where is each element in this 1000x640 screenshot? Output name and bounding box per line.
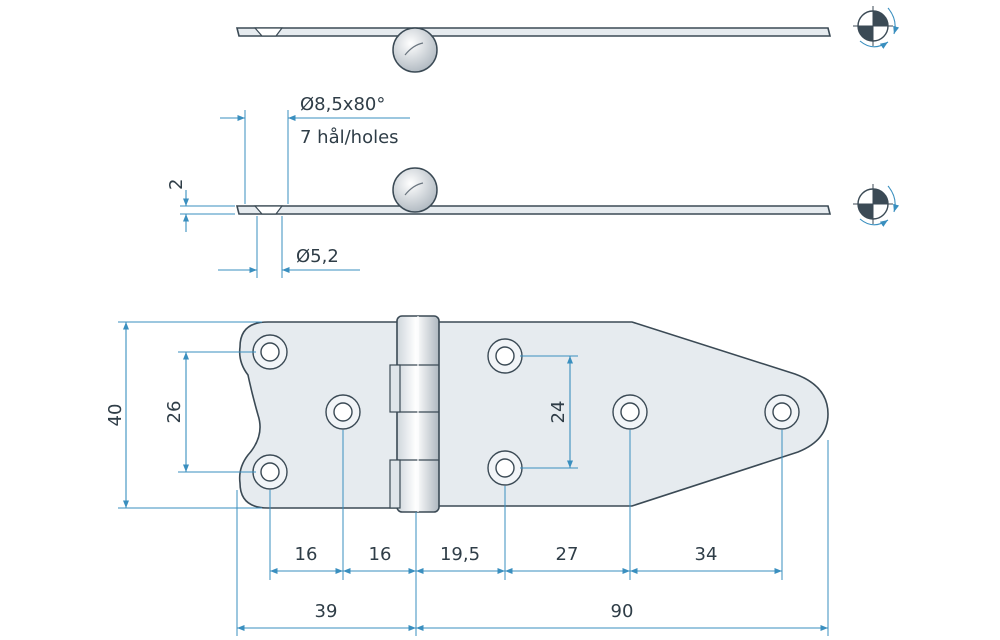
- projection-symbol-top: [853, 6, 900, 49]
- side-view-top-knuckle-detail: [404, 42, 424, 56]
- plan-view: [238, 315, 829, 513]
- height-label: 40: [105, 404, 126, 427]
- dim-label-16-b: 16: [369, 544, 392, 565]
- side-view-top: [235, 27, 832, 73]
- side-view-top-countersink: [253, 27, 284, 37]
- projection-symbol-middle: [853, 184, 900, 227]
- mounting-hole: [487, 338, 523, 374]
- side-view-top-plate: [235, 27, 832, 37]
- total-left-label: 39: [315, 601, 338, 622]
- side-view-middle-knuckle-detail: [404, 182, 424, 196]
- mounting-hole: [252, 454, 288, 490]
- side-view-middle-knuckle: [392, 167, 438, 213]
- total-right-label: 90: [611, 601, 634, 622]
- dim-label-34: 34: [695, 544, 718, 565]
- holes-label: 7 hål/holes: [300, 127, 399, 148]
- countersink-label: Ø8,5x80°: [300, 94, 385, 115]
- thickness-dimension: 2: [166, 179, 235, 232]
- pin-diameter-dimension: Ø5,2: [218, 216, 360, 278]
- side-view-middle-countersink: [253, 205, 284, 215]
- left-hole-spacing-dimension: 26: [164, 351, 256, 473]
- mounting-hole: [612, 394, 648, 430]
- left-hole-spacing-label: 26: [164, 401, 185, 424]
- bottom-row-dimensions: 16 16 19,5 27 34: [270, 544, 782, 575]
- dim-label-27: 27: [556, 544, 579, 565]
- side-view-top-knuckle: [392, 27, 438, 73]
- countersink-dimension: Ø8,5x80° 7 hål/holes: [220, 94, 410, 204]
- height-dimension: 40: [105, 321, 262, 509]
- bottom-extension-lines: [236, 430, 829, 636]
- pin-diameter-label: Ø5,2: [296, 246, 339, 267]
- thickness-label: 2: [166, 179, 187, 190]
- dim-label-16-a: 16: [295, 544, 318, 565]
- mounting-hole: [487, 450, 523, 486]
- side-view-middle-plate: [235, 205, 832, 215]
- mounting-hole: [764, 394, 800, 430]
- dim-label-19-5: 19,5: [440, 544, 480, 565]
- right-hole-spacing-dimension: 24: [520, 355, 578, 469]
- mounting-hole: [252, 334, 288, 370]
- side-view-middle: [235, 167, 832, 215]
- right-hole-spacing-label: 24: [548, 401, 569, 424]
- mounting-hole: [325, 394, 361, 430]
- total-dimensions: 39 90: [237, 601, 828, 632]
